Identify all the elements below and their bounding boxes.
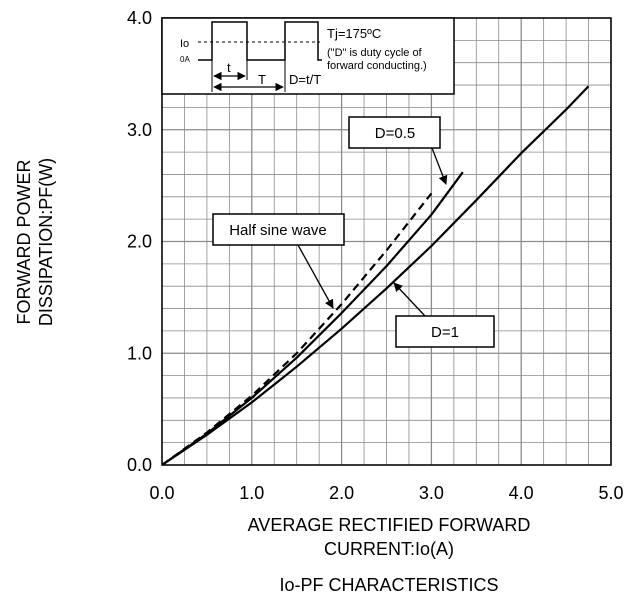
x-axis-label-line2: CURRENT:Io(A)	[324, 539, 454, 559]
inset-note-1: ("D" is duty cycle of	[327, 47, 423, 59]
annotation-d05: D=0.5	[348, 116, 448, 185]
inset-d-eq: D=t/T	[289, 72, 321, 87]
y-tick-label: 4.0	[127, 8, 152, 28]
y-axis-label-line1: FORWARD POWER	[14, 160, 34, 325]
annotation-d1-box	[395, 315, 495, 348]
x-tick-label: 1.0	[239, 483, 264, 503]
series-line-d-1	[161, 85, 590, 466]
y-tick-label: 3.0	[127, 120, 152, 140]
tick-labels: 0.0 1.0 2.0 3.0 4.0 5.0 0.0 1.0 2.0 3.0 4.0	[127, 8, 624, 503]
inset-T-label: T	[258, 72, 266, 87]
x-tick-label: 4.0	[509, 483, 534, 503]
y-tick-label: 0.0	[127, 455, 152, 475]
x-axis-label-line1: AVERAGE RECTIFIED FORWARD	[248, 515, 531, 535]
inset-note-2: forward conducting.)	[327, 60, 427, 72]
annotation-d1: D=1	[393, 282, 495, 348]
series-line-half-sine-wave	[161, 192, 433, 466]
chart-title: Io-PF CHARACTERISTICS	[279, 575, 498, 595]
y-axis-label-line2: DISSIPATION:PF(W)	[36, 158, 56, 326]
inset-legend: Io 0A t T D=t/T Tj=175ºC ("D" is duty cy…	[161, 17, 455, 95]
inset-zero-label: 0A	[180, 55, 190, 64]
y-tick-label: 1.0	[127, 343, 152, 363]
annotation-half-sine-box	[212, 213, 345, 246]
annotation-d1-label: D=1	[431, 324, 459, 341]
inset-pulse-wave	[198, 21, 322, 61]
annotation-half-sine-label: Half sine wave	[229, 222, 327, 239]
x-tick-label: 0.0	[149, 483, 174, 503]
annotation-d1-arrow	[393, 282, 426, 317]
annotation-d05-label: D=0.5	[375, 125, 415, 142]
x-tick-label: 5.0	[598, 483, 623, 503]
annotation-half-sine: Half sine wave	[212, 213, 345, 309]
inset-box	[161, 17, 455, 95]
x-tick-label: 3.0	[419, 483, 444, 503]
annotation-half-sine-arrow	[297, 244, 334, 309]
x-tick-label: 2.0	[329, 483, 354, 503]
inset-io-label: Io	[180, 38, 189, 50]
y-tick-label: 2.0	[127, 232, 152, 252]
series-line-d-0-5	[161, 171, 464, 466]
annotation-d05-box	[348, 116, 441, 149]
inset-tj: Tj=175ºC	[327, 26, 381, 41]
inset-t-label: t	[227, 60, 231, 75]
annotation-d05-arrow	[431, 147, 448, 185]
series-lines	[161, 85, 590, 466]
